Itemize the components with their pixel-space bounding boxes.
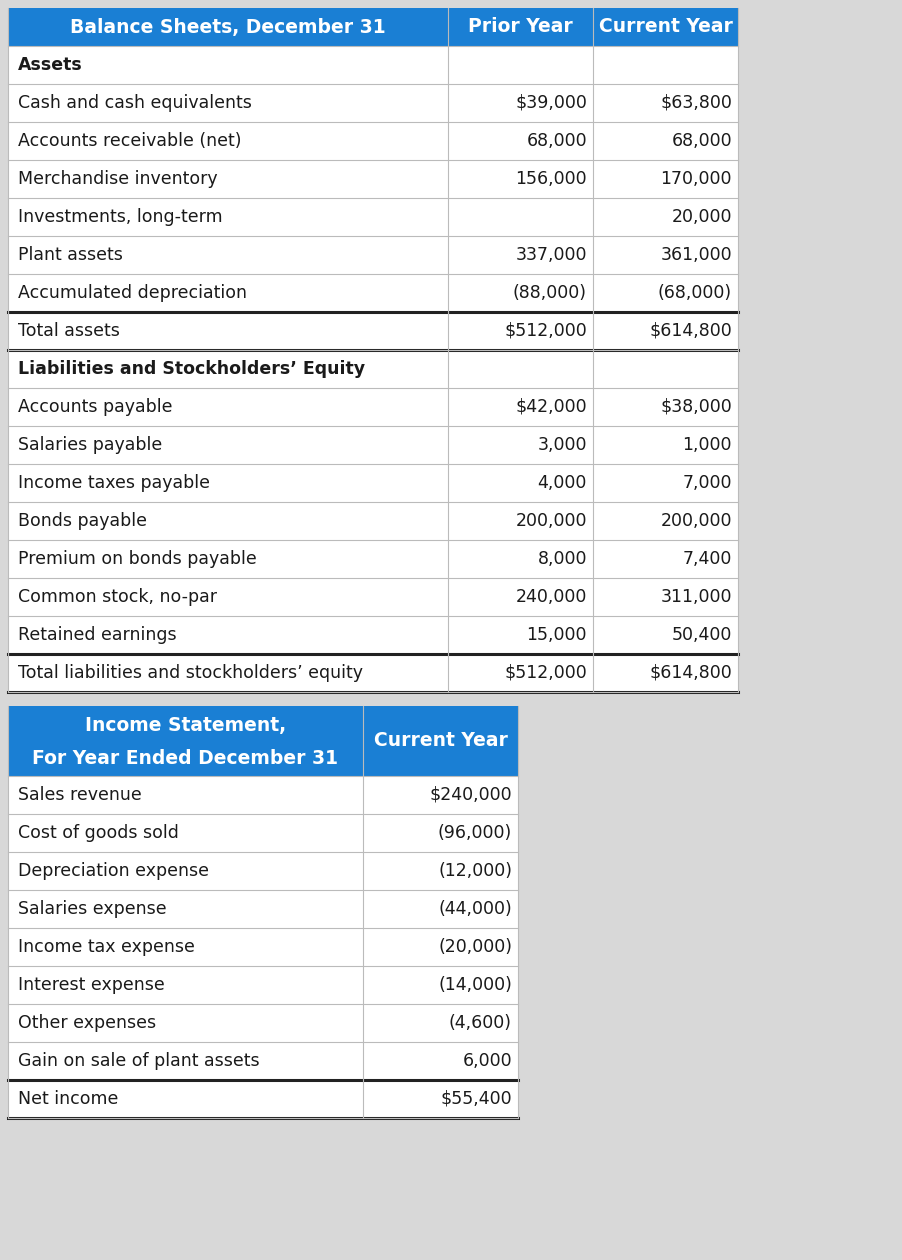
Text: $42,000: $42,000	[515, 398, 587, 416]
Text: $63,800: $63,800	[660, 94, 732, 112]
Text: Income tax expense: Income tax expense	[18, 937, 195, 956]
Text: Common stock, no-par: Common stock, no-par	[18, 588, 217, 606]
Text: $512,000: $512,000	[504, 664, 587, 682]
Bar	[8, 122, 738, 160]
Text: 50,400: 50,400	[672, 626, 732, 644]
Text: $39,000: $39,000	[515, 94, 587, 112]
Bar	[8, 160, 738, 198]
Text: Current Year: Current Year	[599, 18, 732, 37]
Text: $614,800: $614,800	[649, 664, 732, 682]
Text: For Year Ended December 31: For Year Ended December 31	[32, 748, 338, 767]
Text: (96,000): (96,000)	[437, 824, 512, 842]
Text: Premium on bonds payable: Premium on bonds payable	[18, 551, 257, 568]
Bar	[8, 929, 518, 966]
Text: $240,000: $240,000	[429, 786, 512, 804]
Bar	[8, 464, 738, 501]
Text: 68,000: 68,000	[527, 132, 587, 150]
Text: 3,000: 3,000	[538, 436, 587, 454]
Bar	[8, 388, 738, 426]
Bar	[8, 273, 738, 312]
Text: (12,000): (12,000)	[438, 862, 512, 879]
Text: 311,000: 311,000	[660, 588, 732, 606]
Bar	[8, 501, 738, 541]
Text: Cash and cash equivalents: Cash and cash equivalents	[18, 94, 252, 112]
Bar	[8, 654, 738, 692]
Text: Income taxes payable: Income taxes payable	[18, 474, 210, 491]
Bar	[8, 776, 518, 814]
Text: Total liabilities and stockholders’ equity: Total liabilities and stockholders’ equi…	[18, 664, 363, 682]
Bar	[8, 84, 738, 122]
Bar	[8, 541, 738, 578]
Text: Current Year: Current Year	[373, 732, 508, 751]
Text: 200,000: 200,000	[516, 512, 587, 530]
Text: 15,000: 15,000	[527, 626, 587, 644]
Bar	[8, 312, 738, 350]
Text: (44,000): (44,000)	[438, 900, 512, 919]
Bar	[8, 966, 518, 1004]
Text: Balance Sheets, December 31: Balance Sheets, December 31	[70, 18, 386, 37]
Text: Salaries payable: Salaries payable	[18, 436, 162, 454]
Bar	[8, 706, 518, 776]
Bar	[8, 198, 738, 236]
Bar	[8, 616, 738, 654]
Text: (14,000): (14,000)	[438, 976, 512, 994]
Text: Accounts payable: Accounts payable	[18, 398, 172, 416]
Text: Retained earnings: Retained earnings	[18, 626, 177, 644]
Text: Bonds payable: Bonds payable	[18, 512, 147, 530]
Text: 6,000: 6,000	[463, 1052, 512, 1070]
Text: Depreciation expense: Depreciation expense	[18, 862, 209, 879]
Text: Accounts receivable (net): Accounts receivable (net)	[18, 132, 242, 150]
Text: $614,800: $614,800	[649, 323, 732, 340]
Text: Plant assets: Plant assets	[18, 246, 123, 265]
Text: (4,600): (4,600)	[449, 1014, 512, 1032]
Text: 361,000: 361,000	[660, 246, 732, 265]
Text: 156,000: 156,000	[515, 170, 587, 188]
Bar	[8, 1080, 518, 1118]
Text: $38,000: $38,000	[660, 398, 732, 416]
Text: Prior Year: Prior Year	[468, 18, 573, 37]
Text: Liabilities and Stockholders’ Equity: Liabilities and Stockholders’ Equity	[18, 360, 365, 378]
Text: 4,000: 4,000	[538, 474, 587, 491]
Text: 337,000: 337,000	[516, 246, 587, 265]
Text: $512,000: $512,000	[504, 323, 587, 340]
Text: Income Statement,: Income Statement,	[85, 717, 286, 736]
Text: 200,000: 200,000	[660, 512, 732, 530]
Text: (20,000): (20,000)	[438, 937, 512, 956]
Bar	[8, 578, 738, 616]
Bar	[8, 814, 518, 852]
Text: 170,000: 170,000	[660, 170, 732, 188]
Text: Accumulated depreciation: Accumulated depreciation	[18, 284, 247, 302]
Text: 8,000: 8,000	[538, 551, 587, 568]
Text: Sales revenue: Sales revenue	[18, 786, 142, 804]
Text: $55,400: $55,400	[440, 1090, 512, 1108]
Text: Cost of goods sold: Cost of goods sold	[18, 824, 179, 842]
Text: Net income: Net income	[18, 1090, 118, 1108]
Bar	[8, 852, 518, 890]
Bar	[8, 47, 738, 84]
Bar	[8, 1004, 518, 1042]
Text: Investments, long-term: Investments, long-term	[18, 208, 223, 226]
Text: Other expenses: Other expenses	[18, 1014, 156, 1032]
Text: (68,000): (68,000)	[658, 284, 732, 302]
Text: 7,400: 7,400	[683, 551, 732, 568]
Text: 68,000: 68,000	[671, 132, 732, 150]
Bar	[8, 1042, 518, 1080]
Text: Interest expense: Interest expense	[18, 976, 165, 994]
Text: 7,000: 7,000	[683, 474, 732, 491]
Text: (88,000): (88,000)	[513, 284, 587, 302]
Bar	[8, 426, 738, 464]
Text: Merchandise inventory: Merchandise inventory	[18, 170, 217, 188]
Text: Gain on sale of plant assets: Gain on sale of plant assets	[18, 1052, 260, 1070]
Text: Total assets: Total assets	[18, 323, 120, 340]
Text: 1,000: 1,000	[683, 436, 732, 454]
Bar	[8, 236, 738, 273]
Text: Assets: Assets	[18, 55, 83, 74]
Text: Salaries expense: Salaries expense	[18, 900, 167, 919]
Text: 240,000: 240,000	[516, 588, 587, 606]
Text: 20,000: 20,000	[671, 208, 732, 226]
Bar	[8, 350, 738, 388]
Bar	[8, 8, 738, 47]
Bar	[8, 890, 518, 929]
